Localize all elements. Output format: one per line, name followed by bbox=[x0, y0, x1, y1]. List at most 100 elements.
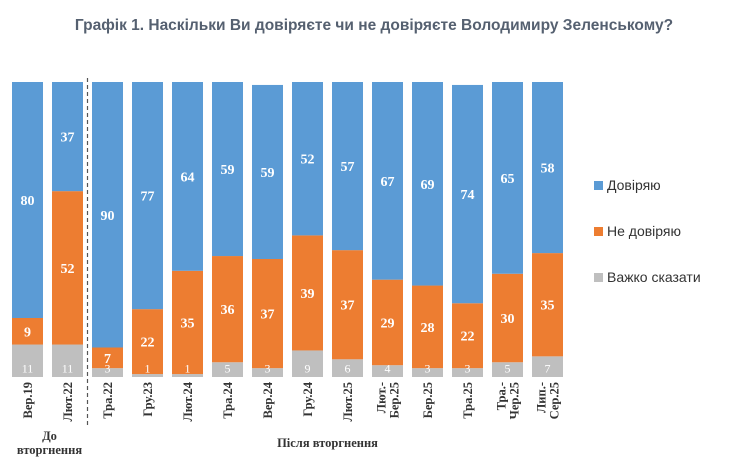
bar-важко-сказати-13 bbox=[532, 356, 563, 377]
bar-довіряю-8 bbox=[332, 82, 363, 251]
data-label-довіряю-10: 69 bbox=[421, 178, 435, 193]
category-tick-11: Тра.25 bbox=[461, 382, 475, 419]
bar-не-довіряю-4 bbox=[172, 270, 203, 375]
category-tick-10: Бер.25 bbox=[421, 382, 435, 418]
data-label-не-довіряю-4: 35 bbox=[181, 316, 195, 331]
bar-не-довіряю-13 bbox=[532, 253, 563, 357]
data-label-довіряю-6: 59 bbox=[261, 166, 275, 181]
category-tick-9: Лют.-Бер.25 bbox=[375, 382, 402, 418]
bar-не-довіряю-5 bbox=[212, 256, 243, 363]
data-label-не-довіряю-0: 9 bbox=[24, 325, 31, 340]
data-label-не-довіряю-3: 22 bbox=[141, 336, 155, 351]
category-ticks-layer: Вер.19 Лют.22 Тра.22 Гру.23 Лют.24 Тра.24 Вер.… bbox=[21, 381, 562, 421]
bar-важко-сказати-6 bbox=[252, 368, 283, 377]
bars-layer bbox=[12, 78, 563, 428]
data-label-не-довіряю-5: 36 bbox=[221, 303, 235, 318]
category-tick-0: Вер.19 bbox=[21, 382, 35, 418]
category-tick-2: Тра.22 bbox=[101, 382, 115, 419]
bar-важко-сказати-3 bbox=[132, 374, 163, 377]
data-label-не-довіряю-1: 52 bbox=[61, 262, 75, 277]
data-label-важко-сказати-11: 3 bbox=[465, 362, 471, 376]
bar-важко-сказати-7 bbox=[292, 350, 323, 377]
data-label-не-довіряю-10: 28 bbox=[421, 321, 435, 336]
bar-довіряю-9 bbox=[372, 82, 403, 280]
bar-довіряю-12 bbox=[492, 82, 523, 274]
data-label-важко-сказати-3: 1 bbox=[145, 362, 151, 376]
chart-title: Графік 1. Наскільки Ви довіряєте чи не д… bbox=[75, 17, 673, 34]
category-tick-8: Лют.25 bbox=[341, 382, 355, 422]
data-label-не-довіряю-11: 22 bbox=[461, 330, 475, 345]
data-label-довіряю-8: 57 bbox=[341, 160, 355, 175]
bar-важко-сказати-0 bbox=[12, 344, 43, 377]
data-label-важко-сказати-8: 6 bbox=[345, 362, 351, 376]
bar-не-довіряю-11 bbox=[452, 303, 483, 369]
group-label-1: Після вторгнення bbox=[277, 436, 378, 450]
data-label-довіряю-3: 77 bbox=[141, 190, 155, 205]
bar-не-довіряю-8 bbox=[332, 250, 363, 360]
bar-важко-сказати-12 bbox=[492, 362, 523, 377]
group-label-0: До вторгнення bbox=[17, 429, 82, 457]
bar-довіряю-3 bbox=[132, 82, 163, 310]
data-label-важко-сказати-2: 3 bbox=[105, 362, 111, 376]
bar-не-довіряю-1 bbox=[52, 191, 83, 345]
bar-не-довіряю-10 bbox=[412, 285, 443, 369]
bar-не-довіряю-7 bbox=[292, 235, 323, 351]
data-label-не-довіряю-2: 7 bbox=[104, 352, 111, 367]
bar-довіряю-10 bbox=[412, 82, 443, 286]
bar-довіряю-6 bbox=[252, 84, 283, 259]
data-label-не-довіряю-9: 29 bbox=[381, 316, 395, 331]
bar-не-довіряю-2 bbox=[92, 347, 123, 369]
data-label-важко-сказати-9: 4 bbox=[385, 362, 391, 376]
data-label-довіряю-12: 65 bbox=[501, 172, 515, 187]
data-label-важко-сказати-10: 3 bbox=[425, 362, 431, 376]
bar-не-довіряю-0 bbox=[12, 318, 43, 345]
category-tick-12: Тра.-Чер.25 bbox=[495, 382, 522, 419]
bar-важко-сказати-5 bbox=[212, 362, 243, 377]
data-label-довіряю-5: 59 bbox=[221, 163, 235, 178]
data-label-довіряю-2: 90 bbox=[101, 209, 115, 224]
bar-довіряю-13 bbox=[532, 82, 563, 254]
data-label-довіряю-11: 74 bbox=[461, 188, 475, 203]
bar-важко-сказати-1 bbox=[52, 344, 83, 377]
data-label-довіряю-0: 80 bbox=[21, 194, 35, 209]
bar-довіряю-11 bbox=[452, 84, 483, 304]
value-labels-layer: 1198011523737901227713564536593375993952… bbox=[21, 131, 555, 376]
category-tick-3: Гру.23 bbox=[141, 382, 155, 417]
bar-не-довіряю-9 bbox=[372, 279, 403, 366]
data-label-важко-сказати-12: 5 bbox=[505, 362, 511, 376]
bar-довіряю-4 bbox=[172, 82, 203, 271]
bar-не-довіряю-6 bbox=[252, 259, 283, 369]
bar-не-довіряю-12 bbox=[492, 273, 523, 363]
bar-довіряю-0 bbox=[12, 82, 43, 318]
group-labels-layer: До вторгнення Після вторгнення bbox=[17, 429, 378, 457]
category-tick-1: Лют.22 bbox=[61, 382, 75, 422]
data-label-довіряю-7: 52 bbox=[301, 153, 315, 168]
bar-важко-сказати-8 bbox=[332, 359, 363, 377]
category-tick-7: Гру.24 bbox=[301, 381, 315, 416]
data-label-важко-сказати-13: 7 bbox=[545, 362, 551, 376]
legend-label-не-довіряю: Не довіряю bbox=[607, 223, 681, 239]
data-label-важко-сказати-1: 11 bbox=[62, 362, 74, 376]
data-label-важко-сказати-6: 3 bbox=[265, 362, 271, 376]
data-label-довіряю-1: 37 bbox=[61, 131, 75, 146]
bar-довіряю-7 bbox=[292, 82, 323, 236]
legend-label-довіряю: Довіряю bbox=[607, 177, 661, 193]
data-label-довіряю-4: 64 bbox=[181, 170, 195, 185]
legend: Довіряю Не довіряю Важко сказати bbox=[594, 177, 701, 285]
legend-label-важко-сказати: Важко сказати bbox=[607, 269, 701, 285]
category-tick-4: Лют.24 bbox=[181, 381, 195, 421]
data-label-не-довіряю-8: 37 bbox=[341, 299, 355, 314]
bar-не-довіряю-3 bbox=[132, 309, 163, 375]
legend-swatch-не-довіряю bbox=[594, 227, 603, 236]
bar-довіряю-1 bbox=[52, 82, 83, 192]
data-label-довіряю-9: 67 bbox=[381, 175, 395, 190]
category-tick-5: Тра.24 bbox=[221, 381, 235, 418]
legend-swatch-довіряю bbox=[594, 181, 603, 190]
legend-swatch-важко-сказати bbox=[594, 273, 603, 282]
data-label-не-довіряю-13: 35 bbox=[541, 299, 555, 314]
bar-важко-сказати-10 bbox=[412, 368, 443, 377]
data-label-не-довіряю-7: 39 bbox=[301, 287, 315, 302]
bar-довіряю-5 bbox=[212, 82, 243, 257]
data-label-важко-сказати-4: 1 bbox=[185, 362, 191, 376]
